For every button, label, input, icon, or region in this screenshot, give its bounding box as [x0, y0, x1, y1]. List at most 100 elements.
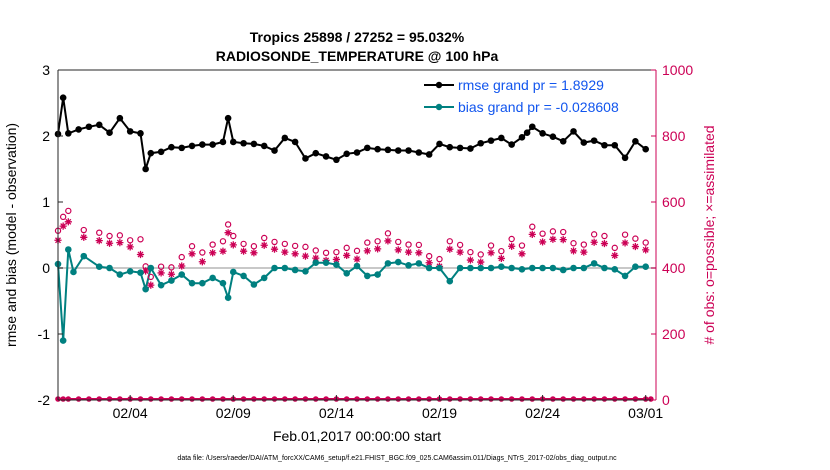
bias-point-56 — [601, 264, 608, 272]
y-tick-label: 0 — [42, 260, 50, 276]
bias-point-20 — [229, 268, 237, 276]
rmse-point-34 — [374, 145, 381, 153]
obs-assimilated-point-40 — [446, 245, 454, 253]
rmse-point-3 — [75, 126, 82, 133]
obs-baseline-point-21 — [261, 396, 268, 402]
obs-baseline-point-15 — [199, 396, 206, 402]
rmse-point-54 — [570, 128, 577, 135]
obs-baseline-point-45 — [508, 396, 515, 402]
obs-possible-point-32 — [364, 239, 371, 246]
rmse-point-43 — [467, 145, 474, 152]
obs-assimilated-point-23 — [270, 245, 279, 253]
bias-point-53 — [570, 264, 577, 272]
obs-baseline-point-24 — [292, 396, 298, 402]
rmse-point-57 — [601, 141, 608, 149]
y2-tick-label: 1000 — [662, 62, 693, 78]
obs-baseline-point-13 — [178, 396, 185, 402]
rmse-point-58 — [611, 141, 619, 149]
obs-assimilated-point-55 — [600, 239, 609, 248]
rmse-point-16 — [199, 141, 206, 148]
y2-axis-label: # of obs: o=possible; ×=assimilated — [701, 125, 717, 344]
obs-possible-point-15 — [199, 249, 206, 256]
x-tick-label: 03/01 — [628, 405, 663, 421]
obs-baseline-point-34 — [395, 396, 402, 402]
obs-baseline-point-47 — [529, 396, 536, 402]
obs-assimilated-point-17 — [219, 247, 227, 255]
obs-baseline-point-1 — [60, 396, 66, 402]
obs-assimilated-point-30 — [343, 251, 351, 260]
rmse-point-37 — [405, 147, 412, 154]
bias-point-1 — [59, 337, 67, 344]
obs-assimilated-point-10 — [147, 281, 155, 289]
rmse-point-27 — [302, 155, 309, 162]
obs-assimilated-point-33 — [374, 245, 382, 253]
obs-possible-point-55 — [601, 232, 608, 240]
chart-subtitle: RADIOSONDE_TEMPERATURE @ 100 hPa — [216, 48, 499, 64]
obs-assimilated-point-51 — [559, 236, 567, 244]
bias-point-55 — [590, 260, 598, 267]
obs-assimilated-point-57 — [621, 239, 629, 247]
rmse-point-10 — [142, 165, 149, 173]
x-tick-label: 02/14 — [319, 405, 354, 421]
bias-point-24 — [271, 264, 278, 272]
rmse-point-26 — [291, 138, 299, 146]
rmse-point-11 — [147, 149, 155, 157]
rmse-point-59 — [621, 154, 629, 162]
y-tick-label: -1 — [38, 326, 51, 342]
rmse-point-56 — [590, 137, 598, 144]
obs-baseline-point-49 — [550, 396, 556, 402]
rmse-point-12 — [157, 148, 165, 156]
obs-possible-point-37 — [415, 241, 423, 249]
obs-possible-point-24 — [281, 240, 289, 248]
bias-point-31 — [343, 269, 350, 277]
obs-assimilated-point-53 — [580, 248, 588, 256]
obs-baseline-point-40 — [457, 396, 463, 402]
obs-possible-point-29 — [333, 248, 340, 256]
obs-assimilated-point-34 — [384, 237, 392, 245]
obs-assimilated-point-48 — [528, 230, 536, 238]
bias-point-52 — [559, 266, 567, 274]
rmse-point-51 — [539, 130, 546, 137]
bias-point-32 — [353, 262, 361, 270]
obs-baseline-point-51 — [570, 396, 577, 402]
obs-possible-point-33 — [374, 238, 381, 245]
obs-baseline-point-12 — [168, 396, 175, 402]
obs-possible-point-31 — [353, 247, 361, 255]
bias-point-48 — [518, 266, 526, 273]
legend-rmse-marker — [435, 81, 443, 89]
obs-possible-point-47 — [518, 242, 526, 249]
obs-possible-point-28 — [322, 249, 330, 257]
bias-point-36 — [394, 258, 402, 266]
x-tick-label: 02/04 — [113, 405, 148, 421]
bias-point-30 — [333, 261, 340, 269]
obs-assimilated-point-35 — [394, 246, 402, 254]
obs-baseline-point-56 — [622, 396, 628, 402]
obs-baseline-point-43 — [488, 396, 494, 402]
bias-point-50 — [539, 264, 546, 272]
rmse-point-15 — [188, 142, 196, 150]
obs-assimilated-point-58 — [631, 242, 639, 251]
obs-possible-point-49 — [539, 230, 546, 237]
x-axis-label: Feb.01,2017 00:00:00 start — [273, 428, 441, 444]
obs-baseline-point-53 — [591, 396, 597, 402]
bias-point-46 — [498, 263, 505, 270]
obs-assimilated-point-26 — [301, 252, 310, 260]
bias-point-41 — [446, 277, 454, 285]
obs-possible-point-11 — [157, 263, 165, 270]
y-tick-label: 1 — [42, 194, 50, 210]
bias-point-3 — [70, 268, 77, 276]
obs-assimilated-point-1 — [59, 222, 67, 230]
rmse-point-18 — [219, 138, 227, 146]
bias-point-57 — [611, 266, 619, 273]
obs-possible-point-13 — [178, 253, 185, 261]
legend-box — [418, 74, 652, 119]
bias-point-14 — [178, 271, 186, 278]
legend-bias-label: bias grand pr = -0.028608 — [458, 99, 619, 115]
obs-baseline-point-52 — [581, 396, 587, 402]
data-file-note: data file: /Users/raeder/DAI/ATM_forcXX/… — [177, 455, 617, 462]
bias-point-43 — [467, 264, 474, 272]
rmse-point-55 — [580, 139, 588, 146]
obs-assimilated-point-27 — [312, 254, 320, 262]
bias-point-42 — [456, 264, 464, 272]
bias-point-60 — [642, 263, 649, 270]
